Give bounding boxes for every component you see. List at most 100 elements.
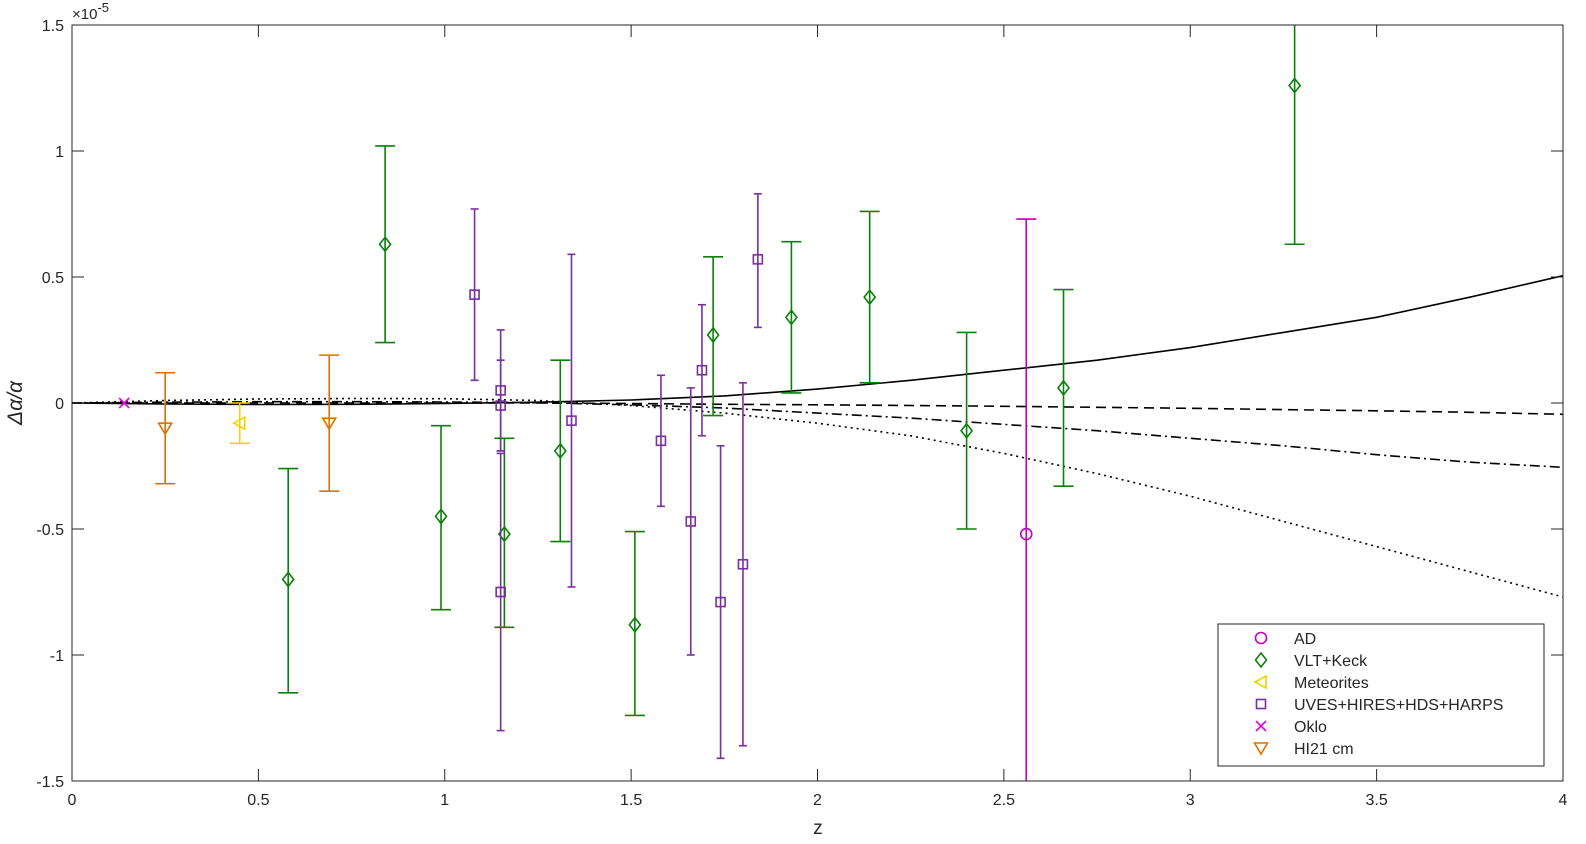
data-point (696, 364, 708, 376)
data-point (321, 417, 338, 431)
model-curve-dashed (72, 402, 1564, 416)
data-point (232, 415, 246, 431)
x-tick-label: 0 (68, 792, 77, 809)
y-tick-label: -1.5 (36, 774, 64, 791)
legend-label: AD (1294, 631, 1316, 648)
legend-entry: VLT+Keck (1254, 651, 1368, 670)
error-bar (697, 303, 706, 437)
error-bar (567, 253, 576, 588)
data-point (685, 516, 697, 527)
data-points (118, 25, 1305, 781)
error-bar (656, 374, 665, 508)
data-point (1288, 77, 1302, 94)
data-point (1056, 379, 1071, 397)
model-curve-dashdot (71, 400, 1564, 469)
error-bar (1016, 218, 1037, 781)
axes: 0 0.5 1 1.5 2 2.5 3 3.5 4 -1.5 -1 -0.5 0 0.5 1 1.5 (36, 18, 1567, 809)
x-tick-label: 4 (1559, 792, 1568, 809)
data-point (752, 254, 764, 265)
error-bar (738, 382, 747, 747)
error-bar (716, 445, 725, 760)
y-tick-label: -0.5 (36, 522, 64, 539)
data-point (495, 400, 506, 411)
data-point (715, 596, 726, 608)
error-bar (155, 371, 176, 485)
error-bar (278, 467, 299, 694)
y-axis-label: Δα/α (4, 380, 27, 426)
series-vlt-keck (278, 25, 1305, 717)
legend-label: UVES+HIRES+HDS+HARPS (1294, 697, 1503, 714)
error-bar (753, 193, 762, 329)
data-point (469, 289, 480, 300)
legend-entry: AD (1254, 631, 1316, 648)
x-tick-label: 3.5 (1366, 792, 1388, 809)
error-bar (956, 331, 977, 530)
error-bar (1053, 288, 1074, 487)
y-tick-label: 0.5 (42, 270, 64, 287)
y-scale-exponent: -5 (97, 0, 109, 15)
data-point (553, 442, 567, 460)
error-bar (624, 530, 645, 717)
series-ad (1016, 218, 1037, 781)
series-uves-hires-hds-harps (469, 193, 764, 760)
x-tick-label: 2.5 (993, 792, 1015, 809)
data-point (737, 558, 749, 570)
y-tick-label: 1 (55, 144, 64, 161)
error-bar (375, 145, 396, 344)
data-point (655, 435, 667, 447)
series-hi21-cm (155, 354, 340, 493)
legend-label: HI21 cm (1294, 741, 1354, 758)
legend-entry: Oklo (1255, 719, 1327, 736)
data-point (118, 397, 130, 409)
legend-marker (1254, 631, 1268, 645)
error-bar (431, 424, 452, 611)
model-curve-solid (71, 274, 1564, 406)
legend-label: VLT+Keck (1294, 653, 1368, 670)
data-point (566, 415, 577, 426)
series-oklo (118, 397, 130, 409)
legend-marker (1255, 698, 1267, 710)
y-scale-factor: ×10-5 (72, 0, 109, 23)
x-marker-stroke (1255, 720, 1267, 732)
x-marker-stroke (118, 397, 130, 409)
legend-label: Meteorites (1294, 675, 1369, 692)
data-point (495, 586, 506, 598)
error-bar (550, 359, 571, 543)
legend-box (1217, 623, 1545, 767)
data-point (706, 326, 720, 344)
data-point (784, 309, 798, 326)
error-bar (781, 240, 802, 394)
data-point (434, 508, 448, 525)
data-point (1019, 527, 1033, 541)
legend-entry: Meteorites (1253, 674, 1369, 692)
data-point (863, 288, 877, 306)
legend: AD VLT+Keck Meteorites UVES+HIRES+HDS+HARPS… (1217, 623, 1545, 767)
data-point (960, 422, 974, 440)
error-bar (686, 387, 695, 656)
legend-label: Oklo (1294, 719, 1327, 736)
data-point (157, 422, 174, 436)
legend-entry: HI21 cm (1253, 741, 1354, 758)
error-bar (703, 256, 724, 417)
legend-entry: UVES+HIRES+HDS+HARPS (1255, 697, 1503, 714)
error-bar (859, 210, 880, 384)
x-tick-label: 3 (1186, 792, 1195, 809)
x-tick-label: 1.5 (620, 792, 642, 809)
x-tick-label: 2 (813, 792, 822, 809)
error-bar (496, 452, 505, 732)
error-bar (470, 208, 479, 382)
data-point (378, 235, 392, 253)
error-bar (1284, 25, 1305, 246)
x-axis-label: z (813, 818, 823, 839)
x-tick-label: 0.5 (247, 792, 269, 809)
model-curve-dotted (71, 397, 1564, 598)
legend-marker (1253, 742, 1269, 756)
legend-marker (1255, 720, 1267, 732)
data-point (281, 571, 295, 588)
y-tick-label: -1 (50, 648, 64, 665)
error-bar (229, 402, 250, 445)
error-bar (319, 354, 340, 493)
model-curves (71, 274, 1564, 598)
y-tick-label: 0 (55, 396, 64, 413)
